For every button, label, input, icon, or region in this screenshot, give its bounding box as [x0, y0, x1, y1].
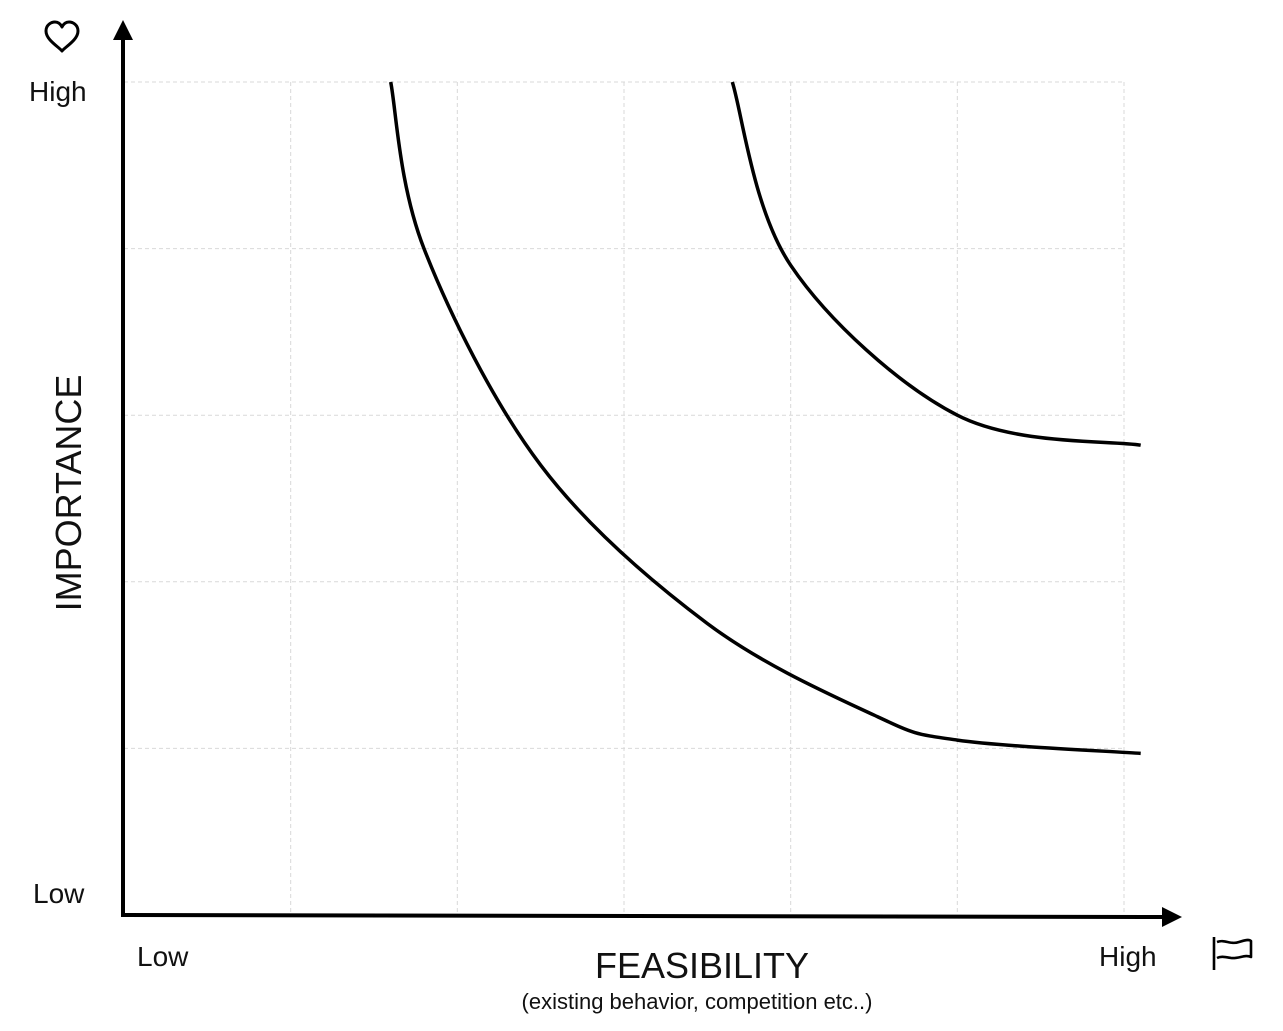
heart-icon [44, 20, 80, 53]
x-axis-low-label: Low [137, 941, 189, 972]
x-axis-subtitle: (existing behavior, competition etc..) [522, 989, 873, 1014]
grid [124, 81, 1125, 915]
y-axis-arrowhead [113, 20, 133, 40]
y-axis-title: IMPORTANCE [48, 375, 89, 612]
y-axis-high-label: High [29, 76, 87, 107]
curve-1 [388, 81, 1141, 756]
axes [113, 20, 1182, 927]
x-axis-line [120, 913, 1167, 919]
x-axis-title: FEASIBILITY [595, 945, 809, 986]
curves [388, 81, 1141, 756]
y-axis-low-label: Low [33, 878, 85, 909]
curve-2 [730, 81, 1141, 447]
x-axis-high-label: High [1099, 941, 1157, 972]
flag-icon [1212, 937, 1253, 970]
x-axis-arrowhead [1162, 907, 1182, 927]
